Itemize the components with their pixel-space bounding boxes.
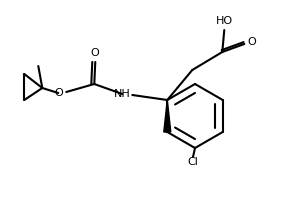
Text: O: O (90, 48, 99, 58)
Text: NH: NH (114, 89, 131, 99)
Text: HO: HO (216, 16, 233, 26)
Text: Cl: Cl (188, 157, 198, 167)
Text: O: O (247, 37, 256, 47)
Text: O: O (54, 88, 63, 98)
Polygon shape (164, 100, 171, 132)
